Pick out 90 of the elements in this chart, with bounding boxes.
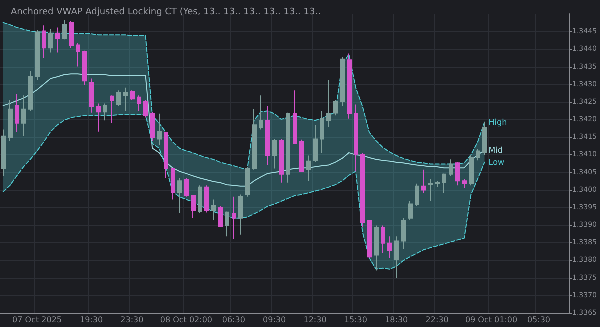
candlestick — [35, 30, 40, 81]
x-tick-label: 08 Oct 02:00 — [160, 316, 213, 324]
candlestick — [211, 199, 216, 221]
candlestick — [265, 106, 270, 166]
candlestick — [137, 95, 141, 112]
x-tick-label: 18:30 — [385, 316, 408, 324]
candlestick — [476, 148, 480, 162]
candlestick — [171, 168, 175, 200]
candlestick — [455, 162, 460, 186]
candlestick — [76, 43, 80, 68]
series-label: Low — [488, 158, 505, 167]
chart-title: Anchored VWAP Adjusted Locking CT (Yes, 13.. 13.. 13.. 13.. 13.. 13.. — [11, 8, 321, 18]
candlestick — [15, 94, 19, 134]
candlestick — [130, 90, 135, 101]
candlestick — [421, 169, 426, 194]
line-series — [2, 22, 486, 170]
series-label: High — [488, 118, 508, 127]
candlestick — [164, 132, 168, 179]
candlestick — [306, 155, 311, 182]
candlestick — [1, 129, 6, 177]
line-series — [2, 114, 486, 270]
candlestick — [333, 100, 338, 116]
candlestick — [42, 25, 46, 59]
candlestick — [449, 159, 453, 177]
candlestick — [360, 152, 365, 228]
candlestick — [232, 196, 236, 240]
candlestick — [299, 139, 304, 172]
candlestick — [415, 183, 419, 207]
x-tick-label: 07 Oct 2025 — [12, 316, 62, 324]
candlestick — [394, 236, 399, 280]
series-label: Mid — [488, 146, 503, 155]
candlestick — [238, 194, 243, 236]
candlestick — [367, 220, 372, 259]
x-tick-label: 09:30 — [263, 316, 286, 324]
candlestick — [354, 104, 358, 172]
candlestick — [116, 90, 121, 108]
candlestick — [320, 110, 324, 154]
candlestick — [387, 236, 392, 259]
candlestick — [96, 103, 101, 132]
x-tick-label: 23:30 — [120, 316, 144, 324]
candlestick — [82, 50, 87, 86]
x-tick-label: 22:30 — [426, 316, 449, 324]
candlestick — [198, 185, 202, 214]
candlestick — [293, 90, 297, 144]
candlestick — [401, 218, 406, 250]
candlestick — [89, 78, 94, 114]
candlestick — [340, 56, 345, 108]
candlestick — [381, 225, 385, 254]
x-tick-label: 05:30 — [527, 316, 551, 324]
candlestick — [110, 95, 114, 124]
candlestick — [204, 185, 209, 214]
candlestick — [191, 195, 196, 219]
candlestick — [245, 166, 250, 198]
candlestick — [55, 27, 60, 54]
candlestick — [218, 206, 223, 228]
candlestick — [143, 100, 148, 118]
candlestick — [123, 87, 128, 112]
candlestick — [225, 211, 229, 238]
x-tick-label: 12:30 — [304, 316, 327, 324]
candlestick — [28, 70, 33, 112]
candlestick — [177, 178, 182, 214]
candlestick — [21, 95, 26, 137]
candlestick — [272, 138, 277, 170]
candlestick — [48, 28, 53, 54]
candlestick — [313, 124, 318, 163]
x-tick-label: 19:30 — [80, 316, 104, 324]
candlestick — [482, 122, 487, 156]
candlestick — [259, 95, 263, 130]
candlestick — [103, 103, 107, 122]
candlestick — [8, 100, 13, 142]
candlestick — [442, 173, 446, 194]
candlestick — [435, 180, 440, 188]
candlestick — [462, 178, 467, 189]
candlestick — [374, 225, 379, 272]
x-tick-label: 15:30 — [344, 316, 368, 324]
x-tick-label: 06:30 — [222, 316, 246, 324]
candlestick — [408, 200, 413, 221]
candlestick — [69, 20, 74, 49]
x-tick-label: 09 Oct 01:00 — [465, 316, 518, 324]
candlestick — [469, 154, 474, 186]
candlestick — [252, 108, 257, 170]
candlestick — [286, 112, 290, 184]
candlestick — [62, 19, 67, 40]
candlestick — [150, 112, 155, 142]
candlestick — [347, 53, 352, 120]
candlestick — [326, 80, 331, 128]
candlestick — [279, 138, 284, 184]
candlestick — [184, 178, 189, 198]
candlestick — [157, 113, 162, 146]
candlestick — [428, 178, 433, 202]
